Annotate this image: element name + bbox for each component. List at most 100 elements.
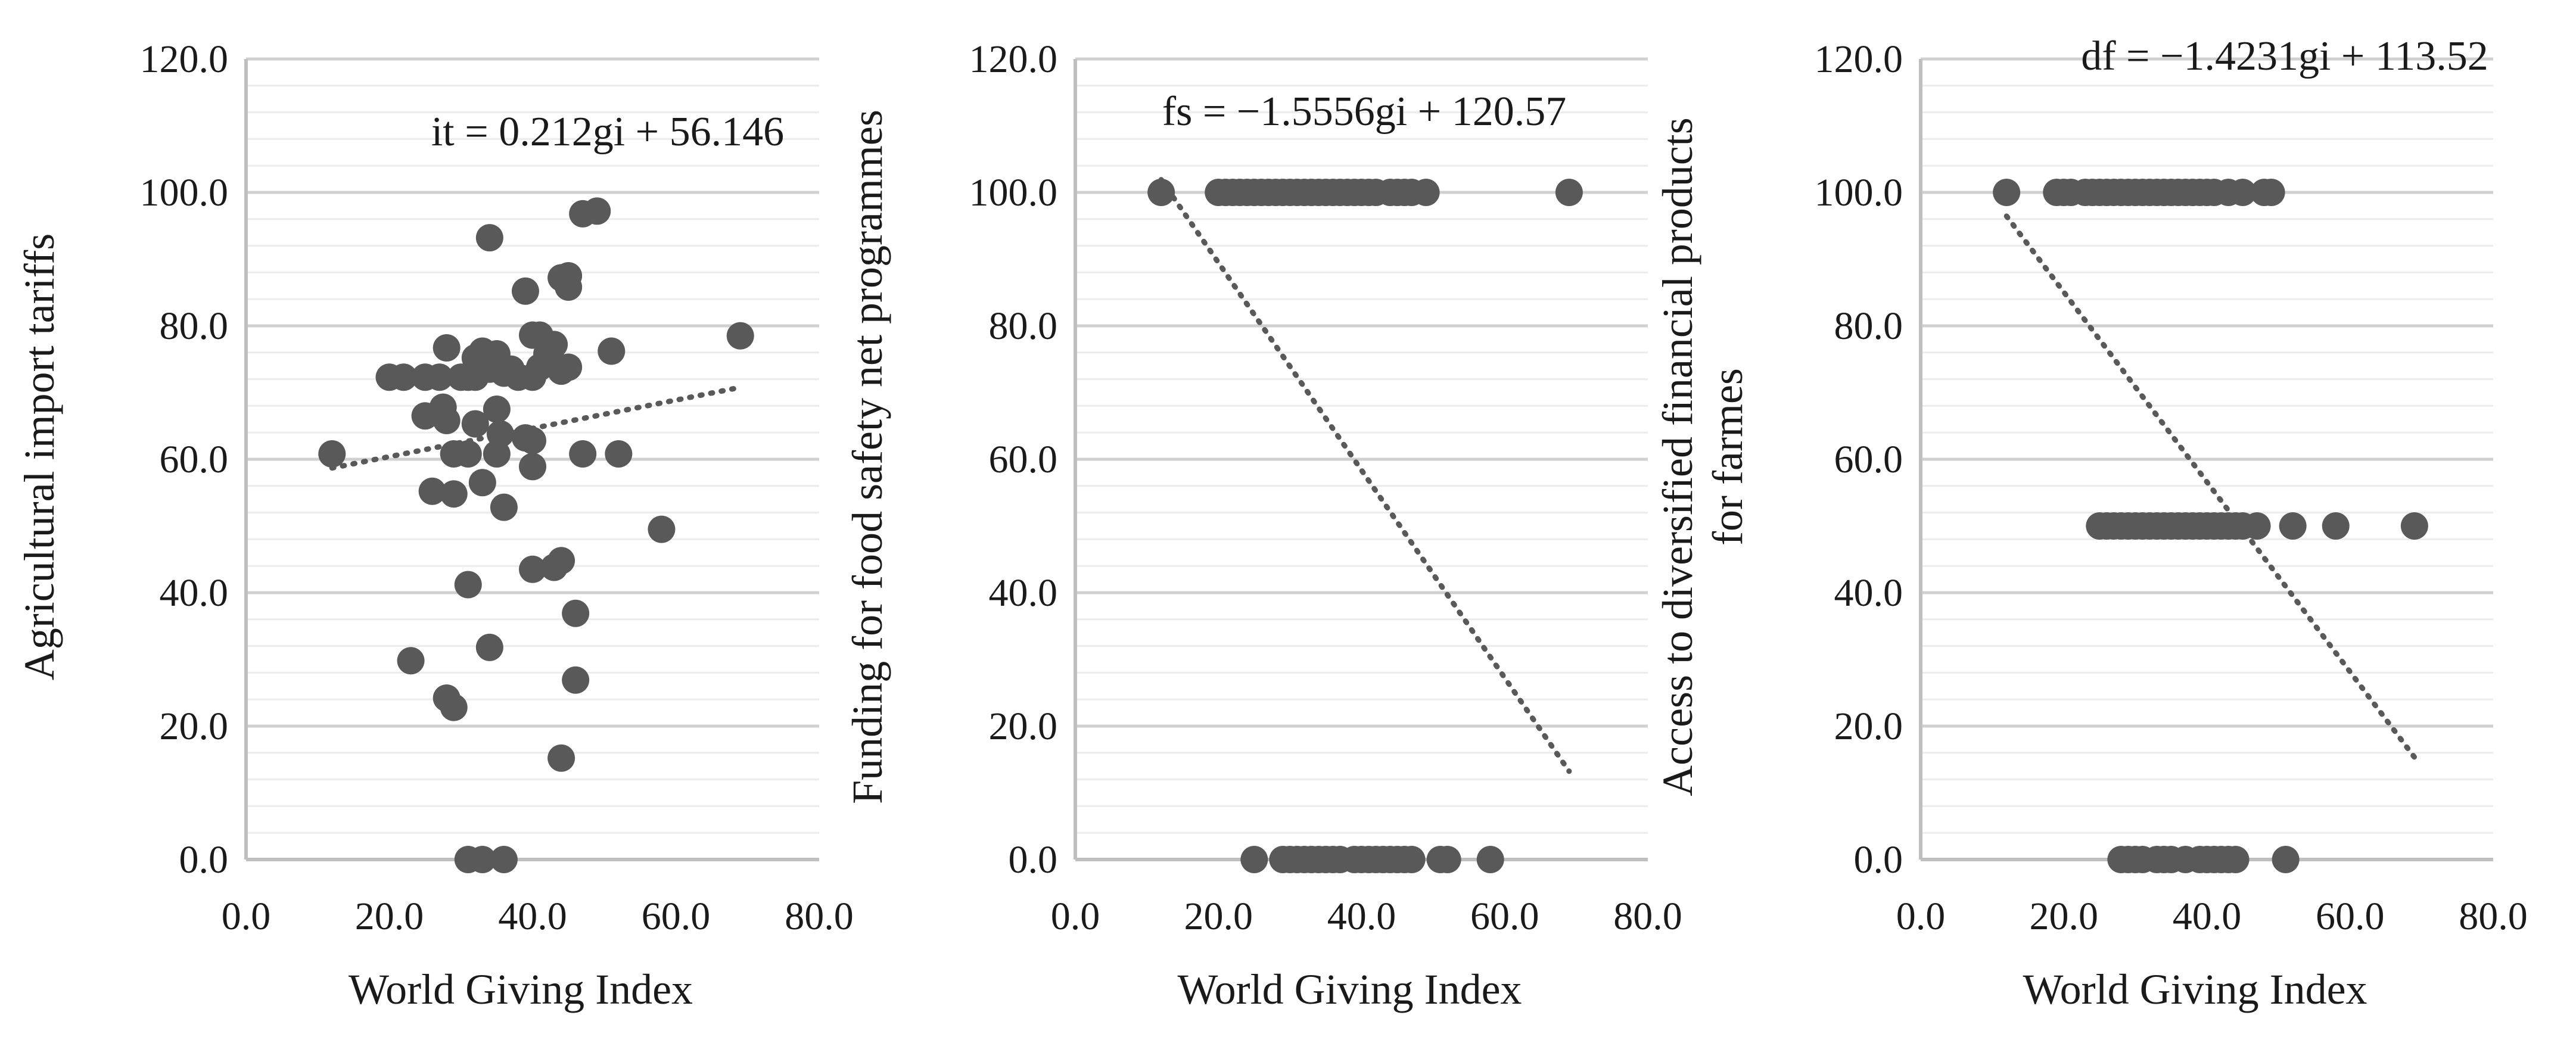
x-tick-label: 40.0 [2173, 895, 2242, 938]
data-point [433, 407, 461, 435]
data-point [2322, 512, 2350, 540]
x-tick-label: 40.0 [1327, 895, 1396, 938]
x-axis-title: World Giving Index [349, 966, 693, 1013]
x-tick-label: 0.0 [1051, 895, 1100, 938]
y-tick-label: 80.0 [989, 304, 1058, 348]
data-point [2229, 179, 2257, 206]
y-tick-label: 120.0 [969, 38, 1058, 81]
x-tick-label: 20.0 [355, 895, 424, 938]
data-point [1398, 846, 1426, 873]
scatter-panel-1: 0.0 20.0 40.0 60.0 80.0 100.0 120.0 0.0 20.0 40.0… [15, 38, 854, 1013]
data-point [1555, 179, 1583, 206]
x-tick-label: 20.0 [1184, 895, 1253, 938]
data-point [433, 334, 461, 362]
x-axis-title: World Giving Index [1177, 966, 1522, 1013]
data-point [598, 337, 626, 365]
y-tick-label: 40.0 [1834, 571, 1903, 615]
x-tick-label: 60.0 [642, 895, 711, 938]
y-tick-label: 20.0 [989, 705, 1058, 748]
y-tick-label: 20.0 [160, 705, 229, 748]
data-point [318, 440, 346, 468]
data-point [390, 363, 418, 391]
data-point [475, 224, 503, 252]
y-tick-label: 40.0 [160, 571, 229, 615]
data-point [490, 846, 518, 873]
data-point [454, 440, 482, 468]
data-point [1433, 846, 1461, 873]
data-point [583, 197, 611, 225]
data-point [1147, 179, 1175, 206]
y-axis-title-line: Agricultural import tariffs [15, 233, 63, 680]
data-point [547, 547, 575, 575]
data-point [562, 666, 590, 694]
x-tick-label: 60.0 [2316, 895, 2385, 938]
data-point [605, 440, 633, 468]
data-point [2272, 846, 2300, 873]
y-tick-label: 60.0 [989, 438, 1058, 481]
y-axis-title: Access to diversified financial products… [1654, 117, 1751, 796]
data-point [2400, 512, 2428, 540]
data-point [1993, 179, 2021, 206]
trendline [1158, 177, 1572, 774]
data-point [440, 693, 468, 721]
x-tick-label: 60.0 [1470, 895, 1539, 938]
y-tick-label: 100.0 [1815, 171, 1903, 214]
data-point [547, 744, 575, 772]
data-point [555, 353, 583, 381]
y-tick-label: 40.0 [989, 571, 1058, 615]
y-tick-label: 0.0 [1854, 838, 1903, 882]
y-tick-label: 20.0 [1834, 705, 1903, 748]
data-point [1240, 846, 1268, 873]
data-point [2222, 846, 2250, 873]
data-points [318, 197, 754, 873]
data-points [1993, 179, 2428, 873]
x-axis-title: World Giving Index [2023, 966, 2367, 1013]
data-point [519, 453, 546, 481]
data-point [569, 440, 597, 468]
y-tick-label: 60.0 [160, 438, 229, 481]
data-point [461, 410, 489, 438]
data-point [490, 493, 518, 521]
x-tick-label: 20.0 [2030, 895, 2099, 938]
data-point [555, 273, 583, 301]
data-point [2279, 512, 2307, 540]
data-points [1147, 179, 1583, 873]
data-point [468, 846, 496, 873]
data-point [475, 633, 503, 661]
trendline-equation: it = 0.212gi + 56.146 [431, 109, 784, 155]
data-point [519, 555, 546, 583]
trendline-equation: df = −1.4231gi + 113.52 [2081, 33, 2488, 79]
y-tick-label: 60.0 [1834, 438, 1903, 481]
x-tick-label: 0.0 [1896, 895, 1946, 938]
data-point [511, 277, 539, 305]
data-point [519, 426, 546, 454]
x-tick-label: 0.0 [222, 895, 271, 938]
trendline-equation: fs = −1.5556gi + 120.57 [1162, 89, 1566, 135]
data-point [425, 363, 453, 391]
y-axis-title-line: Access to diversified financial products [1654, 117, 1701, 796]
data-point [468, 469, 496, 497]
y-axis-title-line: Funding for food safety net programmes [844, 110, 891, 804]
data-point [1476, 846, 1504, 873]
x-tick-label: 80.0 [1613, 895, 1682, 938]
y-tick-label: 80.0 [1834, 304, 1903, 348]
data-point [540, 331, 568, 359]
x-tick-label: 40.0 [498, 895, 567, 938]
y-tick-label: 100.0 [969, 171, 1058, 214]
data-point [648, 515, 676, 543]
y-tick-label: 80.0 [160, 304, 229, 348]
x-tick-label: 80.0 [785, 895, 854, 938]
data-point [486, 420, 514, 448]
data-point [2257, 179, 2285, 206]
data-point [562, 599, 590, 627]
scatter-panel-2: 0.0 20.0 40.0 60.0 80.0 100.0 120.0 0.0 20.0 40.0… [844, 38, 1682, 1013]
x-tick-label: 80.0 [2459, 895, 2528, 938]
y-tick-label: 0.0 [179, 838, 229, 882]
y-axis-title: Funding for food safety net programmes [844, 110, 891, 804]
data-point [1412, 179, 1440, 206]
y-tick-label: 120.0 [140, 38, 229, 81]
data-point [454, 571, 482, 599]
data-point [726, 322, 754, 350]
data-point [483, 396, 511, 423]
